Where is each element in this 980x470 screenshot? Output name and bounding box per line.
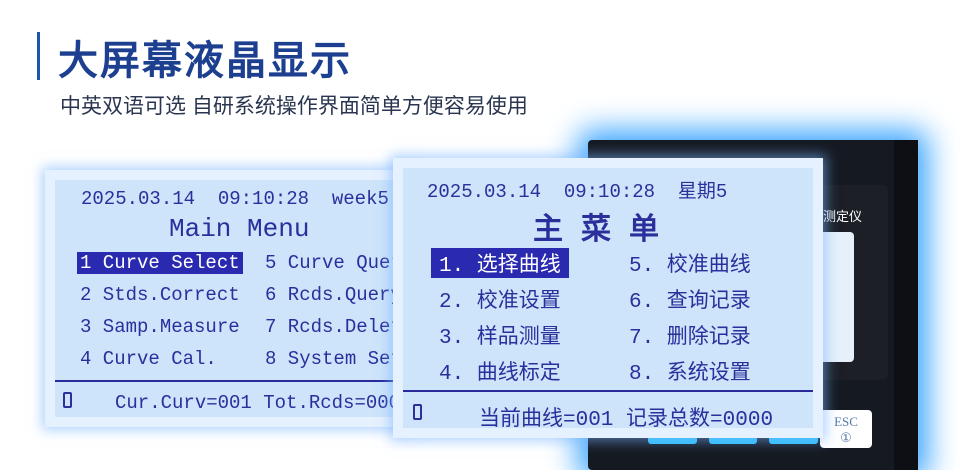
battery-icon — [63, 392, 72, 408]
menu-item[interactable]: 8 System Set — [265, 348, 402, 370]
menu-item[interactable]: 2. 校准设置 — [439, 291, 561, 314]
menu-item[interactable]: 5 Curve Quer — [265, 252, 402, 274]
menu-item[interactable]: 3. 样品测量 — [439, 327, 561, 350]
menu-item[interactable]: 8. 系统设置 — [629, 363, 751, 386]
esc-button[interactable]: ESC ① — [820, 410, 872, 448]
status-bar: 当前曲线=001 记录总数=0000 — [479, 409, 774, 428]
device-label: 测定仪 — [823, 209, 863, 224]
english-lcd: 2025.03.14 09:10:28 week5 Main Menu 1 Cu… — [45, 170, 415, 427]
menu-item[interactable]: 7. 删除记录 — [629, 327, 751, 350]
menu-item[interactable]: 6. 查询记录 — [629, 291, 751, 314]
page-subtitle: 中英双语可选 自研系统操作界面简单方便容易使用 — [60, 95, 528, 118]
menu-item[interactable]: 5. 校准曲线 — [629, 255, 751, 278]
divider — [55, 380, 405, 382]
menu-item[interactable]: 6 Rcds.Query — [265, 284, 402, 306]
power-icon: ① — [840, 430, 852, 445]
esc-label: ESC — [834, 414, 858, 429]
menu-item[interactable]: 2 Stds.Correct — [80, 284, 240, 306]
divider — [403, 390, 813, 392]
device-mini-screen — [818, 232, 854, 362]
datetime: 2025.03.14 09:10:28 week5 — [81, 188, 389, 210]
menu-item[interactable]: 1 Curve Select — [77, 252, 243, 274]
menu-item[interactable]: 4. 曲线标定 — [439, 363, 561, 386]
device-edge — [894, 140, 918, 470]
datetime: 2025.03.14 09:10:28 星期5 — [427, 181, 728, 203]
menu-item[interactable]: 4 Curve Cal. — [80, 348, 217, 370]
battery-icon — [413, 404, 422, 420]
page-title: 大屏幕液晶显示 — [58, 39, 352, 83]
menu-title: Main Menu — [169, 214, 310, 244]
menu-item[interactable]: 1. 选择曲线 — [431, 248, 569, 278]
menu-item[interactable]: 3 Samp.Measure — [80, 316, 240, 338]
menu-item[interactable]: 7 Rcds.Delet — [265, 316, 402, 338]
menu-title: 主 菜 单 — [533, 215, 660, 249]
chinese-lcd: 2025.03.14 09:10:28 星期5 主 菜 单 1. 选择曲线 2.… — [393, 158, 823, 438]
status-bar: Cur.Curv=001 Tot.Rcds=000 — [115, 392, 401, 414]
accent-bar — [37, 32, 40, 80]
